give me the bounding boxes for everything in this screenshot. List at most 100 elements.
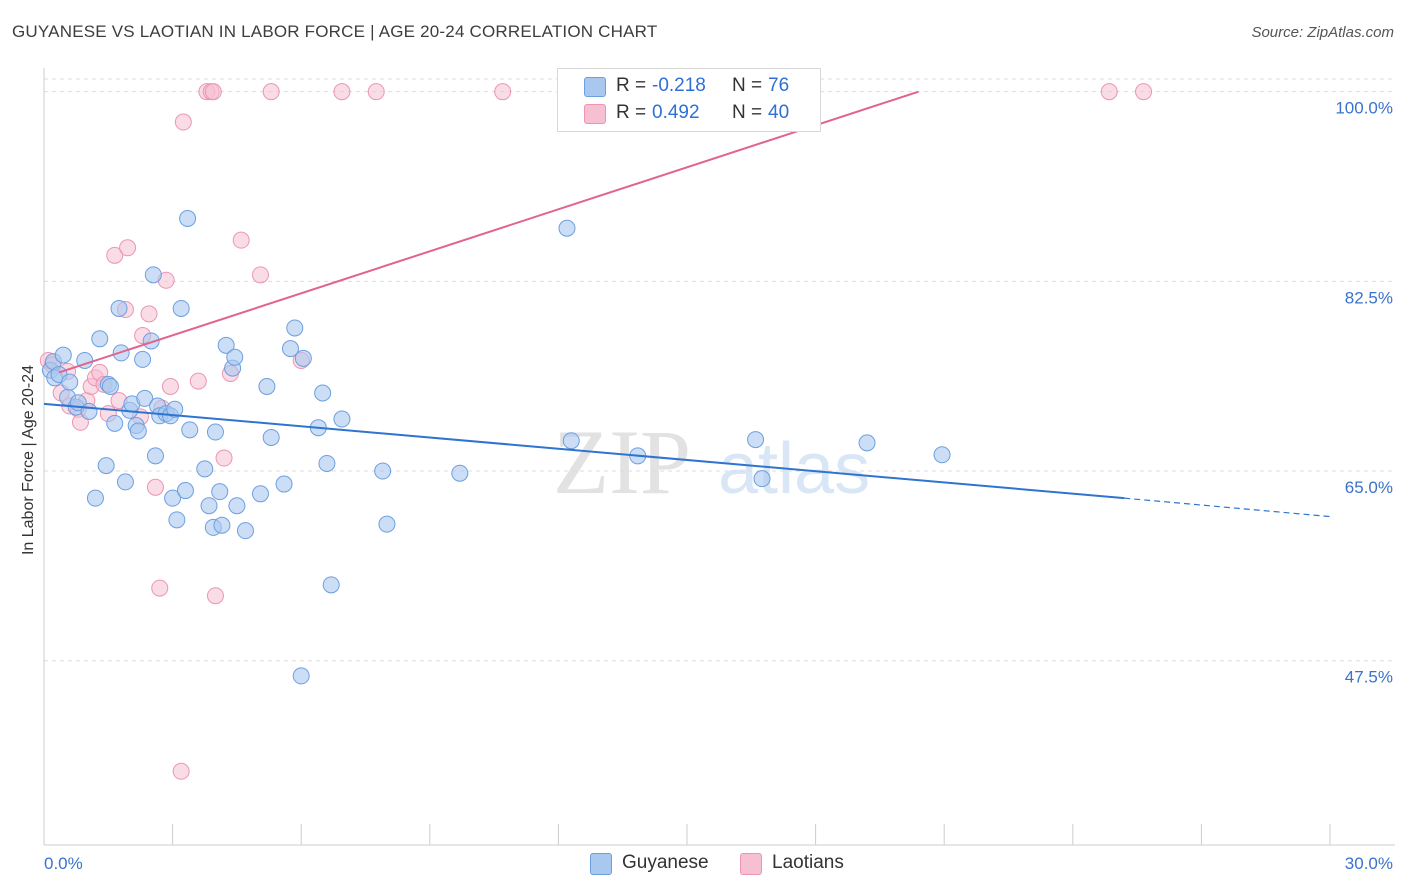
y-axis-title: In Labor Force | Age 20-24 <box>20 364 37 556</box>
legend-label: Guyanese <box>622 852 709 873</box>
guyanese-point <box>262 428 280 446</box>
guyanese-point <box>80 402 98 420</box>
laotians-point <box>333 83 351 101</box>
laotians-point <box>119 239 137 257</box>
y-tick-label: 47.5% <box>1345 668 1393 687</box>
guyanese-point <box>251 485 269 503</box>
grid-lines <box>44 78 1395 662</box>
chart-title: GUYANESE VS LAOTIAN IN LABOR FORCE | AGE… <box>12 22 658 41</box>
n-label: N = <box>732 102 763 123</box>
laotians-point <box>140 305 158 323</box>
laotians-point <box>215 449 233 467</box>
laotians-point <box>189 372 207 390</box>
guyanese-point <box>200 497 218 515</box>
r-label: R = <box>616 75 647 96</box>
guyanese-point <box>101 378 119 396</box>
laotians-point <box>251 266 269 284</box>
laotians-swatch <box>584 104 606 124</box>
n-value: 76 <box>768 75 790 96</box>
r-value: -0.218 <box>652 75 706 96</box>
laotians-point <box>262 83 280 101</box>
guyanese-point <box>378 515 396 533</box>
watermark-zip: ZIP <box>553 411 691 513</box>
guyanese-point <box>179 209 197 227</box>
source-label: Source: ZipAtlas.com <box>1251 24 1394 41</box>
guyanese-point <box>196 460 214 478</box>
guyanese-swatch <box>584 77 606 97</box>
y-tick-label: 65.0% <box>1345 478 1393 497</box>
guyanese-point <box>134 350 152 368</box>
guyanese-point <box>211 483 229 501</box>
guyanese-point <box>116 473 134 491</box>
legend-label: Laotians <box>772 852 844 873</box>
laotians-point <box>1100 83 1118 101</box>
laotians-point <box>232 231 250 249</box>
tick-labels: 47.5% 65.0% 82.5% 100.0% 0.0% 30.0% <box>44 99 1393 873</box>
r-value: 0.492 <box>652 102 700 123</box>
guyanese-point <box>213 516 231 534</box>
guyanese-point <box>61 373 79 391</box>
guyanese-point <box>110 299 128 317</box>
guyanese-point <box>562 432 580 450</box>
guyanese-point <box>91 330 109 348</box>
laotians-point <box>151 579 169 597</box>
y-tick-label: 82.5% <box>1345 288 1393 307</box>
guyanese-point <box>181 421 199 439</box>
guyanese-point <box>54 346 72 364</box>
axes <box>43 68 1395 846</box>
guyanese-point <box>451 464 469 482</box>
r-label: R = <box>616 102 647 123</box>
y-tick-label: 100.0% <box>1335 99 1393 118</box>
laotians-point <box>172 762 190 780</box>
guyanese-point <box>318 454 336 472</box>
laotians-swatch <box>740 853 762 875</box>
guyanese-point <box>858 434 876 452</box>
guyanese-point <box>106 414 124 432</box>
guyanese-point <box>136 389 154 407</box>
laotians-point <box>206 587 224 605</box>
laotians-trend-line <box>58 90 919 374</box>
x-tick-label: 30.0% <box>1345 854 1393 873</box>
laotians-point <box>1135 83 1153 101</box>
guyanese-point <box>206 423 224 441</box>
guyanese-point <box>217 336 235 354</box>
guyanese-point <box>294 349 312 367</box>
laotians-point <box>204 83 222 101</box>
guyanese-point <box>281 340 299 358</box>
guyanese-point <box>314 384 332 402</box>
trend-lines <box>43 90 1331 518</box>
guyanese-point <box>933 446 951 464</box>
laotians-point <box>174 113 192 131</box>
n-label: N = <box>732 75 763 96</box>
guyanese-point <box>166 400 184 418</box>
guyanese-point <box>747 431 765 449</box>
guyanese-point <box>286 319 304 337</box>
guyanese-point <box>164 489 182 507</box>
stats-legend: R = -0.218 N = 76 R = 0.492 N = 40 <box>557 68 821 132</box>
guyanese-point <box>176 482 194 500</box>
laotians-point <box>367 83 385 101</box>
guyanese-point <box>226 348 244 366</box>
guyanese-point <box>142 332 160 350</box>
guyanese-point <box>97 457 115 475</box>
x-tick-label: 0.0% <box>44 854 83 873</box>
guyanese-point <box>129 422 147 440</box>
guyanese-point <box>558 219 576 237</box>
guyanese-point <box>228 497 246 515</box>
watermark: ZIP atlas <box>553 411 870 513</box>
guyanese-point <box>86 489 104 507</box>
guyanese-point <box>292 667 310 685</box>
guyanese-point <box>333 410 351 428</box>
guyanese-point <box>144 266 162 284</box>
guyanese-point <box>374 462 392 480</box>
guyanese-point <box>753 470 771 488</box>
laotians-point <box>161 378 179 396</box>
guyanese-trend-extension <box>1124 497 1331 518</box>
guyanese-point <box>258 378 276 396</box>
guyanese-point <box>168 511 186 529</box>
guyanese-point <box>172 299 190 317</box>
n-value: 40 <box>768 102 790 123</box>
laotians-point <box>146 478 164 496</box>
laotians-point <box>106 246 124 264</box>
